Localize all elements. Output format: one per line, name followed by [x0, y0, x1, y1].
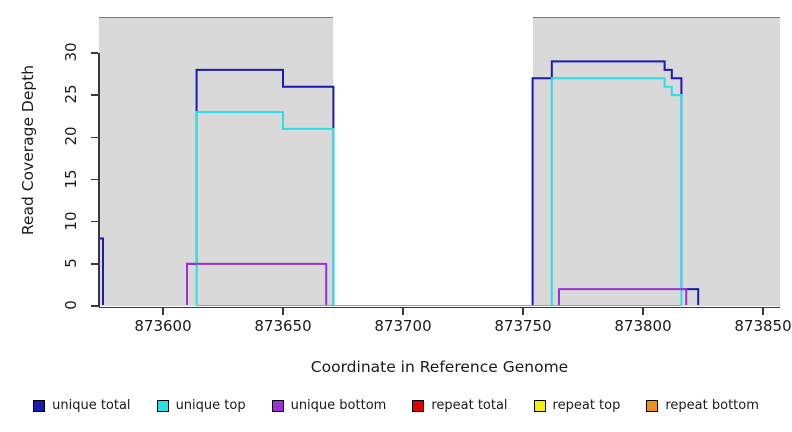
y-tick: [91, 94, 98, 96]
y-tick: [91, 178, 98, 181]
shaded-region-top-rule: [99, 17, 334, 18]
y-axis-line: [98, 53, 100, 307]
x-tick: [762, 308, 764, 315]
y-tick-label-text: 20: [62, 126, 80, 146]
y-tick-label: 20: [58, 127, 84, 146]
legend-label: repeat total: [431, 398, 508, 413]
plot-area: [99, 17, 780, 306]
legend-item[interactable]: unique top: [156, 398, 246, 413]
y-tick-label: 25: [58, 85, 84, 104]
y-tick-label-text: 10: [62, 211, 80, 231]
x-tick-label: 873800: [614, 317, 672, 335]
x-tick-label: 873850: [734, 317, 792, 335]
legend-label: repeat bottom: [665, 398, 759, 413]
legend-item[interactable]: unique bottom: [271, 398, 387, 413]
shaded-region-top-rule: [532, 17, 780, 18]
legend-label: unique total: [52, 398, 131, 413]
y-tick: [91, 52, 98, 54]
legend-swatch-icon: [646, 399, 659, 412]
shaded-region: [532, 17, 780, 306]
y-tick: [91, 220, 98, 223]
x-axis-line: [99, 306, 780, 308]
series-line-unique-total: [99, 60, 780, 306]
legend-swatch-icon: [33, 399, 46, 412]
y-tick-label-text: 30: [62, 42, 80, 62]
y-tick-label-text: 0: [62, 300, 80, 310]
series-line-unique-top: [99, 77, 780, 306]
series-line-unique-bottom: [99, 262, 780, 306]
x-tick: [642, 308, 644, 315]
y-tick: [91, 305, 98, 307]
x-tick-label: 873650: [254, 317, 312, 335]
x-axis-title: Coordinate in Reference Genome: [310, 358, 569, 376]
y-tick-label: 15: [58, 169, 84, 188]
legend-label: unique bottom: [290, 398, 387, 413]
y-tick-label-text: 5: [62, 258, 80, 268]
y-tick-label: 0: [58, 296, 84, 314]
legend-swatch-icon: [271, 399, 284, 412]
y-tick-label: 10: [58, 211, 84, 230]
legend: unique total unique top unique bottom repea…: [0, 398, 792, 413]
x-tick-label: 873750: [494, 317, 552, 335]
x-tick: [162, 308, 164, 315]
y-axis-title: Read Coverage Depth: [19, 64, 37, 236]
legend-swatch-icon: [156, 399, 169, 412]
y-tick: [91, 263, 98, 265]
y-tick-label: 30: [58, 42, 84, 61]
legend-label: repeat top: [552, 398, 621, 413]
y-tick-label-text: 15: [62, 168, 80, 189]
shaded-region: [99, 17, 334, 306]
legend-item[interactable]: repeat top: [533, 398, 621, 413]
series-lines: [99, 60, 780, 306]
legend-swatch-icon: [533, 399, 546, 412]
legend-item[interactable]: repeat total: [412, 398, 508, 413]
y-tick-label: 5: [58, 254, 84, 272]
legend-swatch-icon: [412, 399, 425, 412]
x-tick: [522, 308, 524, 315]
legend-item[interactable]: repeat bottom: [646, 398, 759, 413]
x-tick-label: 873700: [374, 317, 432, 335]
x-tick: [282, 308, 284, 315]
legend-label: unique top: [175, 398, 246, 413]
x-tick: [402, 308, 404, 315]
x-tick-label: 873600: [134, 317, 192, 335]
y-tick: [91, 136, 98, 139]
legend-item[interactable]: unique total: [33, 398, 131, 413]
y-tick-label-text: 25: [62, 84, 80, 104]
